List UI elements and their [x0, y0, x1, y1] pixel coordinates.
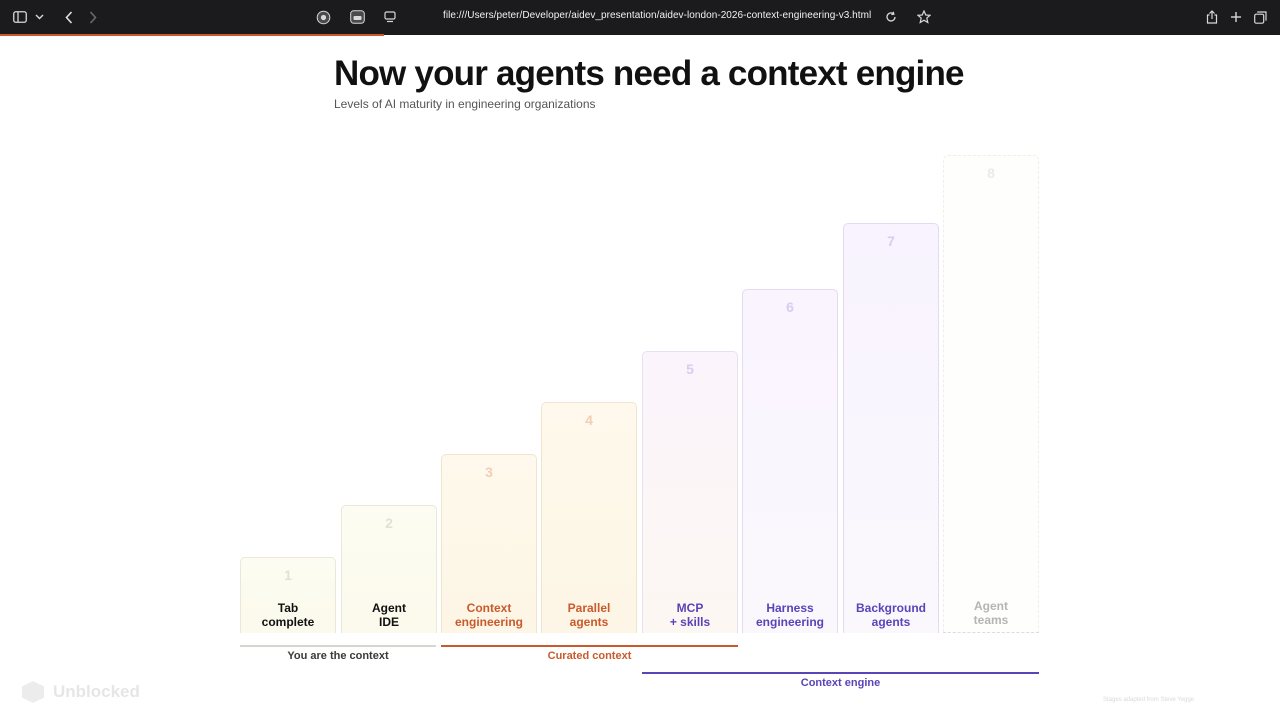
- browser-toolbar: file:///Users/peter/Developer/aidev_pres…: [0, 0, 1280, 35]
- stage-bar-5: 5 MCP + skills: [642, 351, 738, 633]
- stage-8-dashed-baseline: [943, 632, 1039, 633]
- stage-number: 4: [585, 412, 593, 428]
- reload-icon[interactable]: [884, 8, 898, 26]
- tab-icon[interactable]: [349, 8, 365, 26]
- bookmark-star-icon[interactable]: [916, 8, 931, 26]
- chevron-down-icon[interactable]: [33, 8, 45, 26]
- unblocked-logo-icon: [22, 681, 44, 703]
- stage-label: Parallel agents: [567, 601, 611, 629]
- share-icon[interactable]: [1205, 8, 1219, 26]
- stage-number: 7: [887, 233, 895, 249]
- group-line-you-are-context: [240, 645, 436, 647]
- stage-number: 3: [485, 464, 493, 480]
- sidebar-icon[interactable]: [12, 8, 27, 26]
- group-label-you-are-context: You are the context: [287, 650, 389, 662]
- stage-label: Background agents: [855, 601, 926, 629]
- slide-progress-bar: [0, 34, 384, 36]
- unblocked-logo-text: Unblocked: [53, 682, 140, 701]
- stage-bar-3: 3 Context engineering: [441, 454, 537, 633]
- stage-label: Tab complete: [261, 601, 315, 629]
- group-label-context-engine: Context engine: [800, 677, 881, 689]
- stage-label: Agent teams: [973, 599, 1009, 627]
- stage-bar-8: 8 Agent teams: [943, 155, 1039, 633]
- stage-number: 8: [987, 165, 995, 181]
- group-line-context-engine: [642, 672, 1039, 674]
- stage-number: 1: [284, 567, 292, 583]
- stage-number: 2: [385, 515, 393, 531]
- forward-icon[interactable]: [86, 8, 100, 26]
- footnote: Stages adapted from Steve Yegge: [1103, 697, 1195, 703]
- back-icon[interactable]: [62, 8, 76, 26]
- tab-overview-icon[interactable]: [1253, 8, 1267, 26]
- page-settings-icon[interactable]: [383, 8, 397, 26]
- stage-label: Context engineering: [454, 601, 523, 629]
- stage-bar-7: 7 Background agents: [843, 223, 939, 633]
- stage-bar-2: 2 Agent IDE: [341, 505, 437, 633]
- stage-label: Agent IDE: [372, 601, 406, 629]
- group-label-curated-context: Curated context: [547, 650, 632, 662]
- stage-bar-1: 1 Tab complete: [240, 557, 336, 633]
- slide-subtitle: Levels of AI maturity in engineering org…: [334, 97, 596, 111]
- stage-number: 5: [686, 361, 694, 377]
- stage-label: MCP + skills: [669, 601, 711, 629]
- stage-number: 6: [786, 299, 794, 315]
- new-tab-icon[interactable]: [1229, 8, 1243, 26]
- group-line-curated-context: [441, 645, 738, 647]
- stage-bar-4: 4 Parallel agents: [541, 402, 637, 633]
- address-bar-url[interactable]: file:///Users/peter/Developer/aidev_pres…: [443, 10, 872, 21]
- slide-title: Now your agents need a context engine: [334, 54, 965, 93]
- stage-bar-6: 6 Harness engineering: [742, 289, 838, 633]
- stage-label: Harness engineering: [755, 601, 824, 629]
- extension-icon[interactable]: [315, 8, 331, 26]
